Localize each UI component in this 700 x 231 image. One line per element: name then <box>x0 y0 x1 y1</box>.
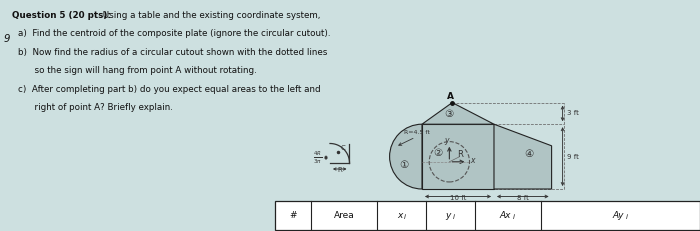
Text: C: C <box>341 145 346 151</box>
Text: ②: ② <box>433 148 442 158</box>
Text: A: A <box>447 92 454 101</box>
Text: 9: 9 <box>4 34 10 44</box>
Text: i: i <box>404 214 406 220</box>
Text: ①: ① <box>400 160 409 170</box>
Text: 9 ft: 9 ft <box>566 154 578 160</box>
Bar <box>422 124 494 189</box>
Text: so the sign will hang from point A without rotating.: so the sign will hang from point A witho… <box>18 67 257 76</box>
Polygon shape <box>494 124 552 189</box>
Text: ④: ④ <box>524 149 533 159</box>
Text: Area: Area <box>334 210 354 219</box>
Text: c)  After completing part b) do you expect equal areas to the left and: c) After completing part b) do you expec… <box>18 85 321 94</box>
Text: x: x <box>397 210 402 219</box>
Text: i: i <box>625 214 627 220</box>
Text: a)  Find the centroid of the composite plate (ignore the circular cutout).: a) Find the centroid of the composite pl… <box>18 30 330 39</box>
Text: y: y <box>446 210 451 219</box>
Text: Ay: Ay <box>612 210 624 219</box>
Text: R: R <box>458 150 463 159</box>
Text: $\frac{4R}{3\pi}$: $\frac{4R}{3\pi}$ <box>314 150 323 166</box>
Text: Question 5 (20 pts):: Question 5 (20 pts): <box>12 11 111 20</box>
Wedge shape <box>390 124 422 189</box>
Text: 8 ft: 8 ft <box>517 195 528 201</box>
Text: 10 ft: 10 ft <box>450 195 466 201</box>
Text: x: x <box>470 156 475 165</box>
Text: b)  Now find the radius of a circular cutout shown with the dotted lines: b) Now find the radius of a circular cut… <box>18 48 328 57</box>
Text: i: i <box>453 214 455 220</box>
Text: #: # <box>289 210 297 219</box>
Bar <box>275 201 700 230</box>
Text: right of point A? Briefly explain.: right of point A? Briefly explain. <box>18 103 173 112</box>
Text: Using a table and the existing coordinate system,: Using a table and the existing coordinat… <box>100 11 321 20</box>
Text: y: y <box>444 136 449 145</box>
Polygon shape <box>422 103 494 124</box>
Text: ③: ③ <box>444 109 454 119</box>
Text: 3 ft: 3 ft <box>566 110 578 116</box>
Text: Ax: Ax <box>500 210 512 219</box>
Text: R=4.5 ft: R=4.5 ft <box>404 130 430 135</box>
Text: R: R <box>337 167 342 173</box>
Text: i: i <box>512 214 514 220</box>
